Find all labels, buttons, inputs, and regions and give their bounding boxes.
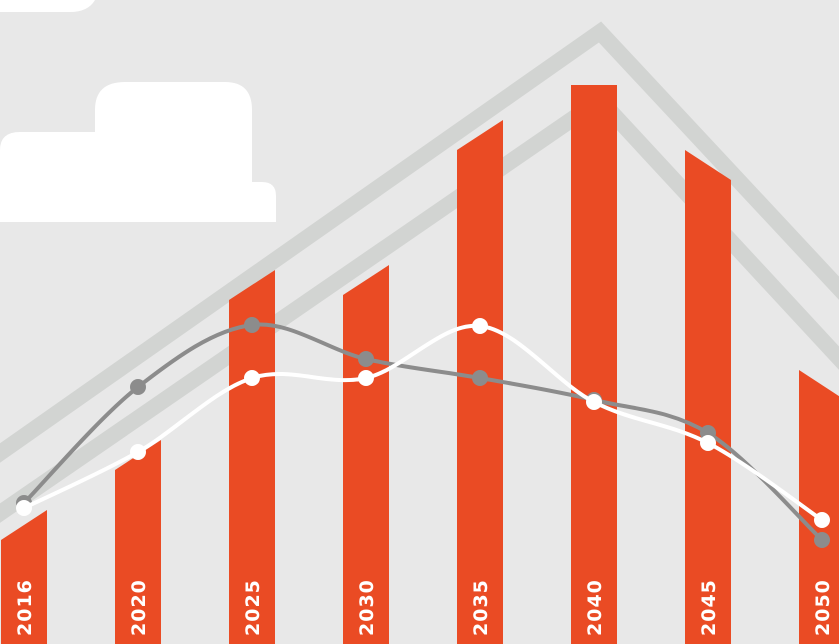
x-tick-label: 2035 [470,579,492,636]
point [130,444,146,460]
x-tick-label: 2020 [128,579,150,636]
point [814,512,830,528]
x-tick-label: 2016 [14,579,36,636]
bar [685,150,731,644]
point [700,435,716,451]
point [814,532,830,548]
cloud [0,0,95,12]
bar [571,85,617,644]
x-tick-label: 2040 [584,579,606,636]
point [130,379,146,395]
chart: 2016 2020 2025 2030 2035 2040 2045 2050 [0,0,839,644]
point [244,370,260,386]
x-tick-label: 2030 [356,579,378,636]
point [472,370,488,386]
x-tick-label: 2050 [812,579,834,636]
x-tick-label: 2045 [698,579,720,636]
point [586,394,602,410]
point [358,370,374,386]
point [358,351,374,367]
point [16,500,32,516]
point [472,318,488,334]
x-tick-label: 2025 [242,579,264,636]
point [244,317,260,333]
